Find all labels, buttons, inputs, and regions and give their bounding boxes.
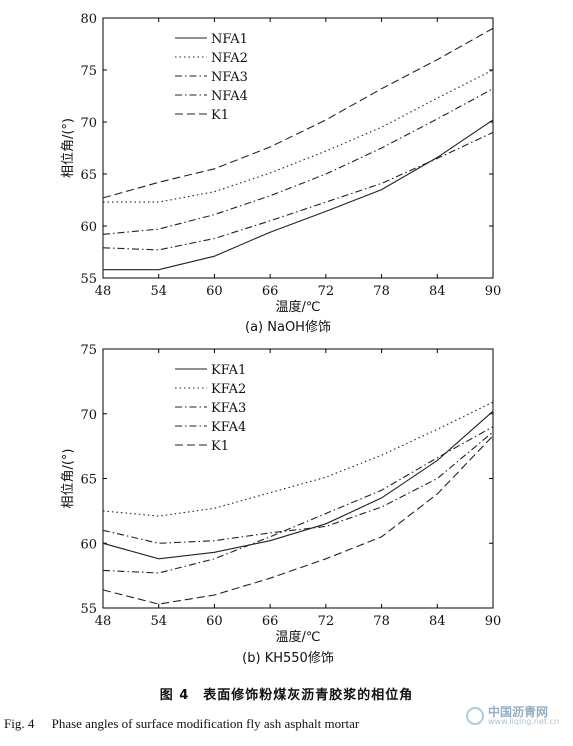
plot-frame [102, 348, 494, 609]
series-line-kfa2 [102, 401, 494, 517]
figure-caption-text: Phase angles of surface modification fly… [51, 716, 360, 731]
series-line-nfa1 [103, 119, 494, 271]
x-tick-label: 72 [318, 284, 335, 299]
y-tick-label: 65 [80, 473, 97, 488]
series-line-kfa1 [102, 410, 494, 560]
y-tick-label: 65 [80, 168, 97, 183]
y-tick-label: 75 [80, 343, 97, 358]
x-tick-label: 66 [262, 614, 279, 629]
y-tick-label: 55 [80, 272, 97, 287]
series-line-nfa4 [102, 131, 494, 251]
y-tick-label: 60 [80, 220, 97, 235]
x-tick-label: 78 [373, 284, 390, 299]
legend-label: NFA4 [211, 89, 248, 104]
watermark-logo-icon [466, 707, 484, 725]
legend-label: KFA2 [211, 382, 246, 397]
x-tick-label: 90 [485, 284, 502, 299]
chart-subtitle: (b) KH550修饰 [242, 651, 334, 666]
series-line-kfa4 [102, 431, 494, 544]
series-line-nfa2 [103, 69, 494, 203]
y-tick-label: 70 [80, 408, 97, 423]
legend: NFA1 NFA2 NFA3 NFA4 K1 [175, 32, 248, 123]
legend-label: NFA2 [211, 51, 248, 66]
x-tick-label: 54 [150, 614, 167, 629]
y-tick-label: 75 [80, 64, 97, 79]
x-tick-label: 60 [206, 614, 223, 629]
legend: KFA1 KFA2 KFA3 KFA4 K1 [175, 363, 246, 454]
x-axis-label: 温度/℃ [276, 629, 321, 645]
series-line-k1 [102, 435, 494, 605]
series-line-nfa3 [102, 88, 494, 235]
x-tick-label: 60 [206, 284, 223, 299]
x-tick-label: 48 [95, 614, 112, 629]
legend-label: KFA4 [211, 420, 246, 435]
y-tick-label: 70 [80, 116, 97, 131]
chart-panel-a: 48 54 60 66 72 78 84 90 55 60 65 70 75 80 温度/℃ 相位角/(°) (… [61, 12, 501, 335]
watermark-url: www.liqing.net.cn [488, 717, 560, 726]
plot-frame [102, 17, 494, 279]
x-tick-label: 48 [95, 284, 112, 299]
figure-number: Fig. 4 [4, 716, 35, 731]
series-line-kfa3 [102, 426, 494, 574]
x-tick-label: 78 [373, 614, 390, 629]
legend-label: NFA1 [211, 32, 248, 47]
series-line-k1 [102, 27, 494, 199]
y-tick-label: 55 [80, 602, 97, 617]
figure-caption-chinese: 图 4 表面修饰粉煤灰沥青胶浆的相位角 [159, 688, 414, 703]
legend-label: KFA3 [211, 401, 246, 416]
x-tick-label: 66 [262, 284, 279, 299]
site-watermark: 中国沥青网 www.liqing.net.cn [466, 702, 570, 730]
chart-subtitle: (a) NaOH修饰 [245, 320, 331, 335]
y-tick-label: 60 [80, 537, 97, 552]
y-tick-label: 80 [80, 12, 97, 27]
legend-label: KFA1 [211, 363, 246, 378]
figure-caption-english: Fig. 4 Phase angles of surface modificat… [4, 716, 359, 732]
y-axis-label: 相位角/(°) [61, 448, 76, 508]
legend-label: K1 [211, 108, 229, 123]
legend-label: K1 [211, 439, 229, 454]
x-axis-label: 温度/℃ [276, 299, 321, 315]
x-tick-label: 90 [485, 614, 502, 629]
watermark-site-name: 中国沥青网 [488, 705, 549, 719]
x-tick-label: 84 [429, 284, 446, 299]
x-tick-label: 72 [318, 614, 335, 629]
chart-panel-b: 48 54 60 66 72 78 84 90 55 60 65 70 75 温度/℃ 相位角/(°) (b)… [61, 343, 501, 666]
x-tick-label: 84 [429, 614, 446, 629]
x-tick-label: 54 [150, 284, 167, 299]
legend-label: NFA3 [211, 70, 248, 85]
y-axis-label: 相位角/(°) [61, 118, 76, 178]
